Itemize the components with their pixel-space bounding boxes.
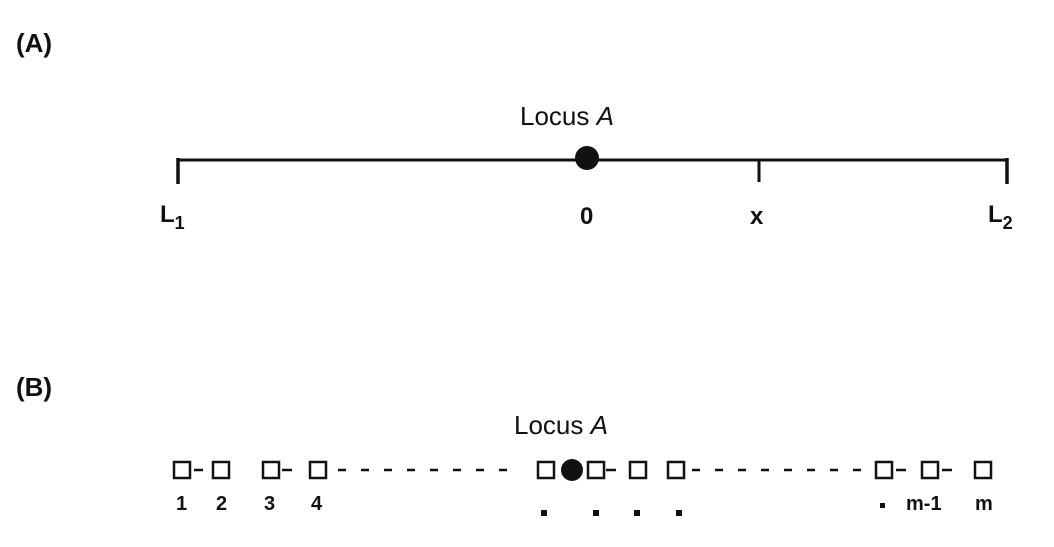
marker-box — [536, 460, 556, 480]
marker-label-m-minus-1: m-1 — [906, 493, 942, 515]
marker-box — [874, 460, 894, 480]
marker-box — [211, 460, 231, 480]
marker-box — [172, 460, 192, 480]
locus-a-marker — [575, 146, 599, 170]
locus-a-marker-b — [561, 459, 583, 481]
dot — [676, 510, 682, 516]
left-end-label: L1 — [160, 201, 185, 233]
x-label: x — [750, 203, 764, 230]
marker-row — [172, 459, 993, 481]
marker-box — [973, 460, 993, 480]
marker-box — [261, 460, 281, 480]
marker-label-1: 1 — [176, 493, 187, 515]
panel-b-label: (B) — [16, 372, 52, 402]
marker-box — [586, 460, 606, 480]
marker-label-m: m — [975, 493, 993, 515]
panel-a-title: Locus A — [520, 101, 614, 131]
marker-label-3: 3 — [264, 493, 275, 515]
marker-label-2: 2 — [216, 493, 227, 515]
center-label: 0 — [580, 203, 593, 230]
marker-box — [308, 460, 328, 480]
marker-box — [628, 460, 648, 480]
marker-box — [920, 460, 940, 480]
marker-label-4: 4 — [311, 493, 323, 515]
dot — [880, 503, 885, 508]
dot — [541, 510, 547, 516]
panel-b-title: Locus A — [514, 410, 608, 440]
panel-a-label: (A) — [16, 28, 52, 58]
right-end-label: L2 — [988, 201, 1013, 233]
dot — [634, 510, 640, 516]
dot — [593, 510, 599, 516]
marker-box — [666, 460, 686, 480]
